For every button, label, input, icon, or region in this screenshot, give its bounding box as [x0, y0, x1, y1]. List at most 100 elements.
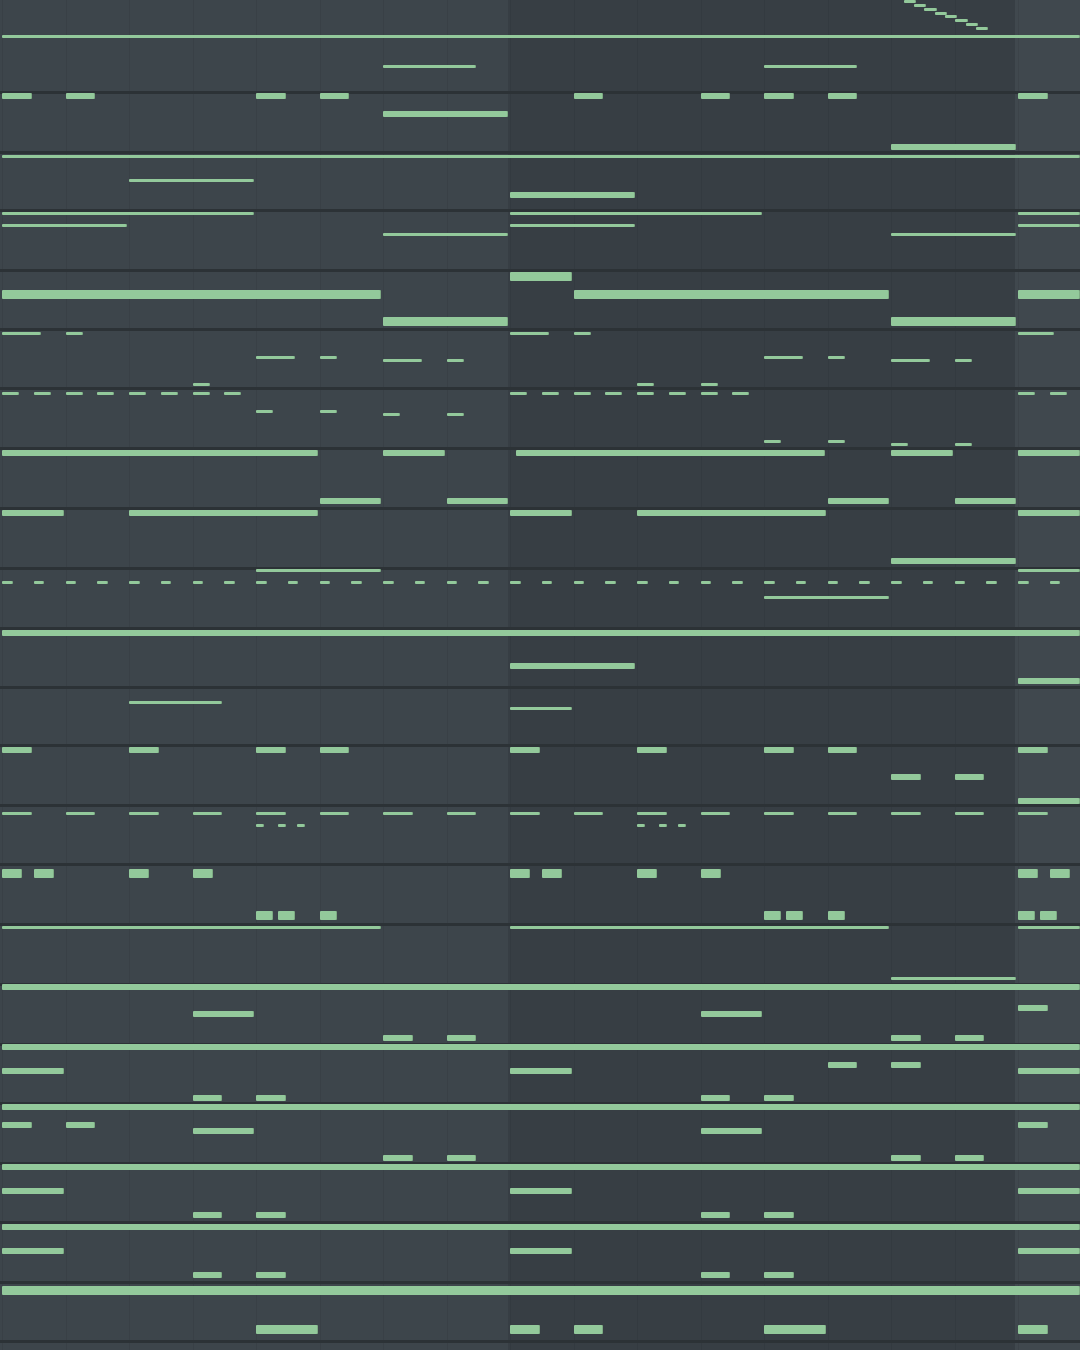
note[interactable]	[319, 811, 350, 815]
note[interactable]	[891, 1062, 921, 1068]
note[interactable]	[351, 580, 362, 584]
note[interactable]	[129, 811, 159, 815]
note[interactable]	[827, 93, 858, 99]
note[interactable]	[700, 580, 712, 584]
note[interactable]	[891, 976, 1016, 980]
note[interactable]	[954, 580, 966, 584]
note[interactable]	[827, 747, 858, 753]
note[interactable]	[510, 925, 889, 929]
note[interactable]	[637, 580, 648, 584]
note[interactable]	[1018, 925, 1080, 929]
note[interactable]	[33, 580, 45, 584]
note[interactable]	[319, 580, 331, 584]
note[interactable]	[637, 868, 658, 878]
note[interactable]	[668, 580, 680, 584]
note[interactable]	[700, 382, 718, 386]
note[interactable]	[786, 910, 804, 920]
note[interactable]	[510, 706, 572, 710]
note[interactable]	[891, 1155, 921, 1161]
slide-note[interactable]	[903, 0, 916, 3]
note[interactable]	[1018, 1068, 1080, 1074]
note[interactable]	[637, 747, 667, 753]
note[interactable]	[541, 391, 559, 395]
note[interactable]	[129, 868, 150, 878]
note[interactable]	[383, 64, 477, 68]
note[interactable]	[256, 1095, 286, 1101]
note[interactable]	[1018, 510, 1080, 516]
note[interactable]	[2, 811, 32, 815]
note[interactable]	[954, 774, 985, 780]
note[interactable]	[764, 93, 794, 99]
note[interactable]	[2, 1068, 64, 1074]
note[interactable]	[256, 355, 296, 359]
note[interactable]	[827, 1062, 858, 1068]
note[interactable]	[192, 1272, 223, 1278]
note[interactable]	[160, 391, 178, 395]
note[interactable]	[383, 316, 508, 326]
note[interactable]	[541, 868, 562, 878]
note[interactable]	[2, 630, 1080, 636]
note[interactable]	[573, 289, 889, 299]
note[interactable]	[2, 1164, 1080, 1170]
note[interactable]	[160, 580, 172, 584]
note[interactable]	[383, 1155, 413, 1161]
note[interactable]	[129, 391, 147, 395]
note[interactable]	[2, 450, 318, 456]
note[interactable]	[732, 580, 743, 584]
slide-note[interactable]	[944, 15, 958, 19]
note[interactable]	[192, 391, 210, 395]
note[interactable]	[1018, 450, 1080, 456]
note[interactable]	[510, 223, 635, 227]
note[interactable]	[446, 412, 464, 416]
slide-note[interactable]	[924, 7, 937, 11]
note[interactable]	[700, 1095, 731, 1101]
note[interactable]	[764, 439, 782, 443]
note[interactable]	[764, 910, 782, 920]
note[interactable]	[668, 391, 686, 395]
note[interactable]	[1018, 211, 1080, 215]
note[interactable]	[383, 358, 423, 362]
note[interactable]	[891, 316, 1016, 326]
note[interactable]	[678, 823, 686, 827]
note[interactable]	[510, 811, 540, 815]
note[interactable]	[891, 558, 1016, 564]
note[interactable]	[637, 382, 655, 386]
note[interactable]	[33, 391, 51, 395]
note[interactable]	[256, 93, 286, 99]
note[interactable]	[2, 289, 381, 299]
note[interactable]	[764, 811, 794, 815]
note[interactable]	[700, 1272, 731, 1278]
slide-note[interactable]	[955, 19, 968, 23]
note[interactable]	[637, 510, 826, 516]
note[interactable]	[446, 498, 508, 504]
note[interactable]	[129, 580, 140, 584]
note[interactable]	[1018, 868, 1039, 878]
note[interactable]	[256, 409, 274, 413]
note[interactable]	[954, 1035, 985, 1041]
note[interactable]	[891, 450, 953, 456]
note[interactable]	[256, 580, 267, 584]
note[interactable]	[129, 700, 223, 704]
note[interactable]	[637, 391, 655, 395]
note[interactable]	[383, 450, 445, 456]
note[interactable]	[478, 580, 489, 584]
note[interactable]	[510, 211, 762, 215]
note[interactable]	[256, 1212, 286, 1218]
note[interactable]	[1018, 1188, 1080, 1194]
note[interactable]	[2, 1044, 1080, 1050]
note[interactable]	[827, 498, 889, 504]
note[interactable]	[256, 568, 381, 572]
note[interactable]	[319, 910, 337, 920]
note[interactable]	[764, 355, 804, 359]
note[interactable]	[2, 1122, 32, 1128]
note[interactable]	[764, 595, 889, 599]
note[interactable]	[573, 93, 604, 99]
note[interactable]	[1018, 223, 1080, 227]
note[interactable]	[446, 358, 464, 362]
note[interactable]	[65, 1122, 96, 1128]
slide-note[interactable]	[914, 3, 927, 7]
note[interactable]	[192, 382, 210, 386]
note[interactable]	[2, 1188, 64, 1194]
note[interactable]	[297, 823, 305, 827]
note[interactable]	[256, 1272, 286, 1278]
